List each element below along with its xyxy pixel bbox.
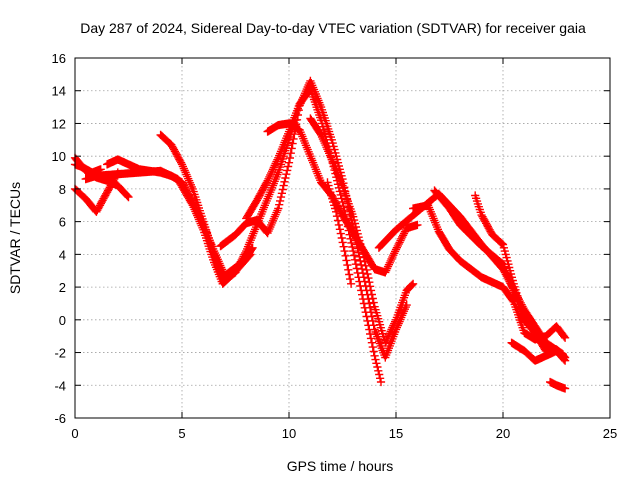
data-series <box>546 377 570 393</box>
y-axis-label: SDTVAR / TECUs <box>7 182 23 294</box>
y-tick-label: 4 <box>59 247 66 262</box>
data-series <box>306 114 418 347</box>
y-tick-label: -2 <box>54 346 66 361</box>
y-tick-label: 2 <box>59 280 66 295</box>
y-tick-label: 12 <box>52 116 66 131</box>
x-tick-label: 20 <box>496 426 510 441</box>
y-tick-label: 10 <box>52 149 66 164</box>
data-series <box>507 338 570 365</box>
x-tick-label: 0 <box>71 426 78 441</box>
data-point-markers <box>306 114 418 347</box>
axis-ticks: 0 5 10 15 20 25 -6 -4 -2 0 2 4 6 8 10 12 14 16 <box>52 51 618 441</box>
x-tick-label: 5 <box>178 426 185 441</box>
plot-frame <box>74 57 611 419</box>
plot-area <box>70 76 570 393</box>
y-tick-label: 8 <box>59 182 66 197</box>
data-series <box>156 116 300 285</box>
y-tick-label: -4 <box>54 378 66 393</box>
x-tick-label: 25 <box>603 426 617 441</box>
y-tick-label: -6 <box>54 411 66 426</box>
chart-title: Day 287 of 2024, Sidereal Day-to-day VTE… <box>80 20 586 36</box>
data-series <box>471 191 540 337</box>
y-tick-label: 6 <box>59 215 66 230</box>
data-series <box>409 201 570 344</box>
data-point-markers <box>507 338 570 365</box>
data-point-markers <box>471 191 540 337</box>
y-tick-label: 0 <box>59 313 66 328</box>
y-tick-label: 16 <box>52 51 66 66</box>
x-tick-label: 10 <box>282 426 296 441</box>
data-series <box>323 178 356 288</box>
x-tick-label: 15 <box>389 426 403 441</box>
grid <box>75 58 610 418</box>
x-axis-label: GPS time / hours <box>287 458 394 474</box>
y-tick-label: 14 <box>52 84 66 99</box>
data-point-markers <box>409 201 570 344</box>
data-point-markers <box>546 377 570 393</box>
data-point-markers <box>156 116 300 285</box>
data-point-markers <box>323 178 356 288</box>
